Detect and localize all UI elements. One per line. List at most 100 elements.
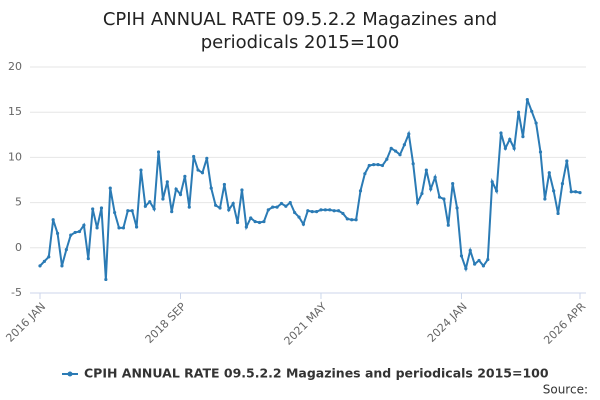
x-tick-label: 2021 MAY: [282, 300, 330, 348]
point: [253, 219, 257, 224]
point: [310, 210, 314, 214]
source: Source:: [543, 383, 588, 397]
point: [170, 210, 174, 214]
point: [148, 200, 152, 204]
point: [372, 163, 376, 167]
point: [402, 143, 406, 147]
point: [187, 205, 191, 209]
point: [99, 206, 104, 210]
y-tick-label: 15: [8, 105, 22, 118]
point: [407, 132, 411, 136]
point: [336, 209, 341, 213]
point: [174, 187, 178, 191]
point: [209, 186, 213, 190]
point: [279, 201, 284, 206]
y-tick-label: 5: [15, 196, 22, 209]
point: [235, 220, 240, 225]
point: [319, 208, 323, 212]
point: [205, 156, 209, 160]
point: [143, 204, 147, 208]
point: [503, 146, 507, 150]
point: [442, 197, 446, 201]
point: [121, 226, 126, 230]
point: [499, 131, 503, 135]
point: [525, 97, 529, 102]
point: [51, 218, 55, 222]
point: [161, 197, 165, 201]
point: [415, 201, 420, 205]
point: [543, 197, 547, 201]
point: [512, 146, 516, 150]
y-tick-label: 0: [15, 241, 22, 254]
point: [104, 277, 108, 282]
point: [108, 186, 112, 190]
point: [477, 258, 481, 263]
y-tick-label: 10: [8, 150, 22, 163]
point: [394, 149, 398, 153]
point: [126, 209, 130, 213]
point: [214, 203, 218, 207]
point: [42, 259, 46, 263]
point: [574, 190, 578, 194]
point: [306, 209, 310, 213]
point: [565, 159, 569, 163]
point: [552, 189, 556, 193]
point: [481, 264, 486, 268]
point: [358, 189, 363, 193]
point: [367, 163, 371, 168]
point: [227, 208, 231, 212]
point: [271, 205, 275, 209]
point: [376, 163, 380, 167]
legend-label: CPIH ANNUAL RATE 09.5.2.2 Magazines and …: [84, 366, 549, 381]
point: [82, 223, 86, 227]
point: [538, 150, 543, 154]
point: [578, 191, 582, 195]
point: [455, 206, 459, 210]
point: [350, 218, 354, 222]
point: [73, 230, 77, 235]
point: [178, 192, 183, 197]
point: [266, 208, 270, 212]
point: [446, 223, 450, 227]
point: [134, 225, 139, 229]
point: [569, 190, 573, 194]
point: [284, 204, 288, 208]
point: [77, 229, 82, 234]
point: [464, 266, 468, 271]
point: [288, 201, 292, 205]
point: [249, 216, 253, 220]
point: [165, 180, 169, 184]
x-tick-label: 2026 APR: [541, 300, 588, 347]
point: [257, 220, 262, 225]
y-tick-label: -5: [11, 286, 22, 299]
chart-title: CPIH ANNUAL RATE 09.5.2.2 Magazines and …: [102, 9, 498, 53]
point: [332, 209, 336, 213]
point: [437, 195, 442, 199]
point: [398, 153, 402, 157]
point: [47, 255, 51, 259]
point: [69, 233, 73, 237]
point: [411, 162, 415, 166]
point: [275, 205, 279, 209]
point: [547, 171, 551, 175]
legend-marker: [67, 371, 73, 377]
point: [244, 225, 248, 229]
point: [323, 208, 327, 212]
point: [380, 163, 385, 168]
point: [117, 226, 121, 230]
point: [183, 174, 187, 178]
point: [113, 210, 117, 215]
point: [328, 208, 332, 212]
point: [429, 187, 433, 191]
point: [473, 262, 477, 266]
point: [560, 182, 565, 186]
point: [262, 219, 266, 224]
point: [91, 207, 95, 211]
point: [424, 168, 428, 172]
point: [200, 171, 205, 175]
point: [494, 189, 499, 193]
point: [521, 135, 525, 139]
point: [556, 211, 560, 216]
point: [139, 168, 143, 172]
